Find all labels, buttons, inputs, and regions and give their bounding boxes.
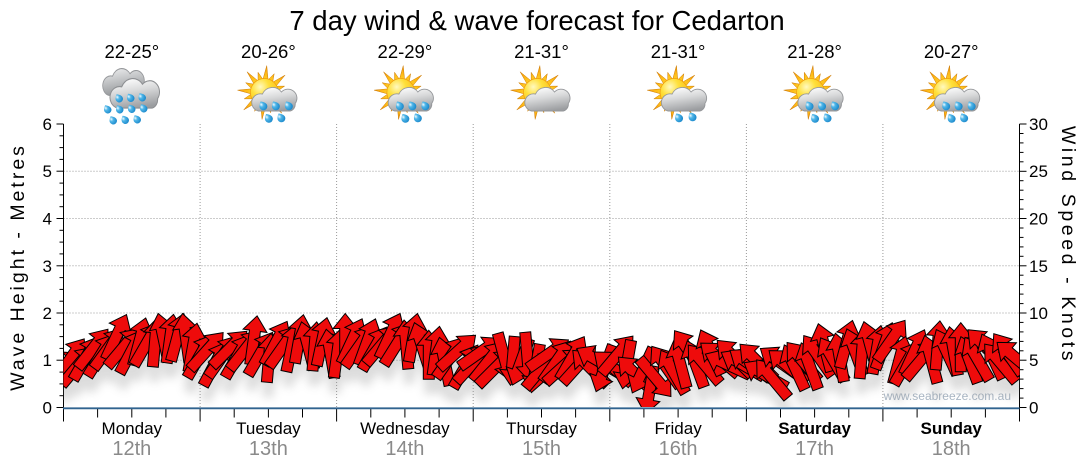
svg-text:2: 2	[43, 304, 52, 323]
svg-text:20-27°: 20-27°	[924, 41, 979, 62]
svg-text:6: 6	[43, 115, 52, 134]
svg-text:20-26°: 20-26°	[241, 41, 296, 62]
svg-text:5: 5	[43, 162, 52, 181]
svg-text:17th: 17th	[795, 438, 834, 460]
svg-text:Wind Speed - Knots: Wind Speed - Knots	[1057, 126, 1079, 364]
svg-text:0: 0	[43, 399, 52, 418]
svg-text:12th: 12th	[112, 438, 151, 460]
svg-text:Wave Height - Metres: Wave Height - Metres	[7, 143, 29, 391]
svg-text:Monday: Monday	[102, 419, 163, 438]
svg-text:Thursday: Thursday	[506, 419, 577, 438]
svg-text:Tuesday: Tuesday	[236, 419, 301, 438]
svg-text:21-31°: 21-31°	[651, 41, 706, 62]
svg-text:14th: 14th	[385, 438, 424, 460]
svg-text:20: 20	[1029, 210, 1048, 229]
svg-text:22-25°: 22-25°	[104, 41, 159, 62]
svg-text:1: 1	[43, 351, 52, 370]
svg-text:7 day wind & wave forecast for: 7 day wind & wave forecast for Cedarton	[289, 5, 784, 36]
svg-text:25: 25	[1029, 162, 1048, 181]
svg-text:5: 5	[1029, 351, 1038, 370]
svg-text:0: 0	[1029, 399, 1038, 418]
svg-text:21-31°: 21-31°	[514, 41, 569, 62]
svg-text:10: 10	[1029, 304, 1048, 323]
svg-text:Sunday: Sunday	[920, 419, 982, 438]
svg-text:21-28°: 21-28°	[787, 41, 842, 62]
svg-text:4: 4	[43, 210, 52, 229]
svg-text:16th: 16th	[659, 438, 698, 460]
svg-text:Wednesday: Wednesday	[360, 419, 450, 438]
svg-text:Saturday: Saturday	[778, 419, 851, 438]
svg-text:18th: 18th	[932, 438, 971, 460]
svg-text:15th: 15th	[522, 438, 561, 460]
svg-text:13th: 13th	[249, 438, 288, 460]
svg-text:30: 30	[1029, 115, 1048, 134]
svg-text:Friday: Friday	[654, 419, 702, 438]
svg-text:22-29°: 22-29°	[378, 41, 433, 62]
svg-text:15: 15	[1029, 257, 1048, 276]
svg-text:3: 3	[43, 257, 52, 276]
